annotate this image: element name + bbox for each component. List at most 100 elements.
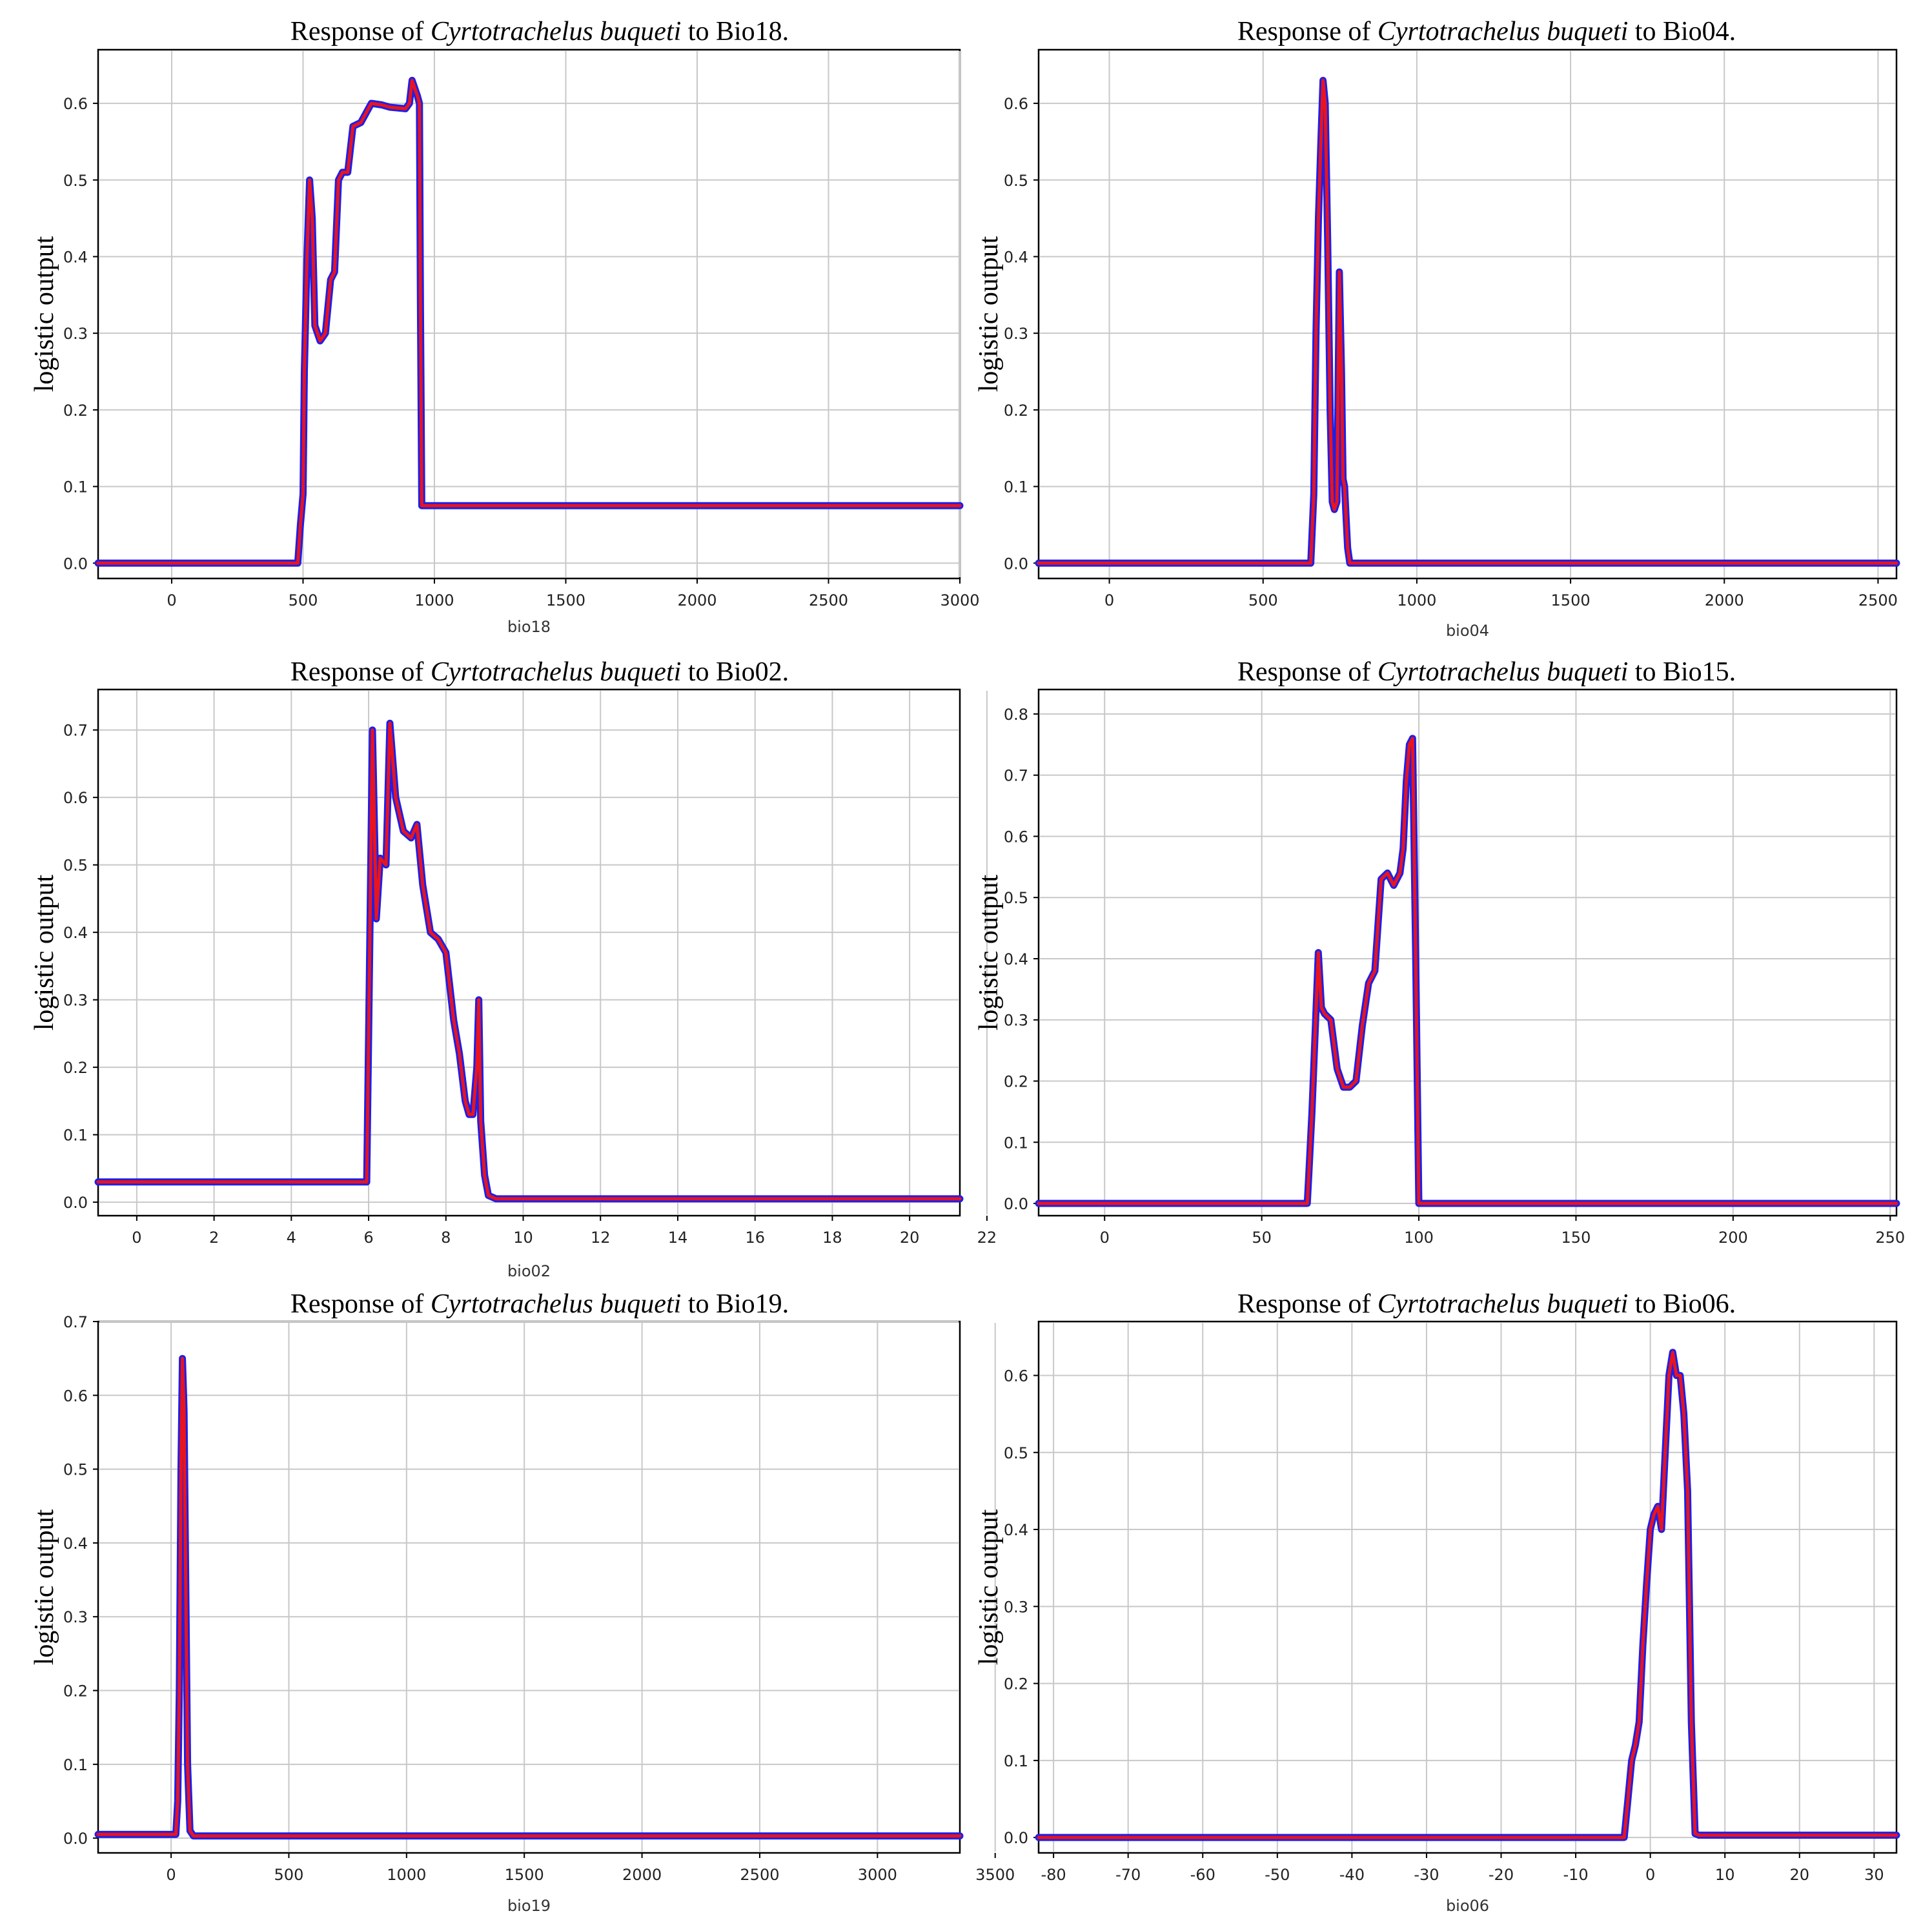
title-suffix: to Bio19. <box>681 1289 789 1319</box>
x-tick-label: 12 <box>591 1229 611 1247</box>
title-prefix: Response of <box>290 17 431 46</box>
y-tick-label: 0.5 <box>63 857 88 875</box>
x-tick-label: 150 <box>1561 1229 1591 1247</box>
y-axis-label: logistic output <box>974 236 1004 392</box>
chart-title: Response of Cyrtotrachelus buqueti to Bi… <box>1237 1289 1736 1319</box>
y-tick-label: 0.2 <box>63 1682 88 1701</box>
title-suffix: to Bio18. <box>681 17 789 46</box>
y-tick-label: 0.0 <box>63 1830 88 1848</box>
y-tick-label: 0.3 <box>63 992 88 1010</box>
title-suffix: to Bio15. <box>1628 657 1736 687</box>
title-suffix: to Bio06. <box>1628 1289 1736 1319</box>
x-tick-label: 10 <box>1715 1866 1735 1884</box>
x-tick-label: 20 <box>900 1229 920 1247</box>
x-tick-label: 10 <box>513 1229 533 1247</box>
chart-panel: 0 500 1000 1500 2000 2500 0.0 0.1 0.2 0.3 0.4 0.5 0.… <box>974 17 1900 640</box>
title-species: Cyrtotrachelus buqueti <box>431 17 681 46</box>
x-tick-label: 0 <box>1645 1866 1655 1884</box>
title-prefix: Response of <box>1237 657 1378 687</box>
plot-area <box>1037 688 1898 1217</box>
x-tick-label: 0 <box>1100 1229 1110 1247</box>
title-species: Cyrtotrachelus buqueti <box>431 657 681 687</box>
chart-title: Response of Cyrtotrachelus buqueti to Bi… <box>1237 17 1736 46</box>
x-tick-label: 18 <box>822 1229 842 1247</box>
x-tick-label: 22 <box>977 1229 997 1247</box>
x-tick-label: 20 <box>1789 1866 1809 1884</box>
y-tick-label: 0.4 <box>63 924 88 942</box>
x-tick-label: 30 <box>1864 1866 1884 1884</box>
chart-panel: 0 500 1000 1500 2000 2500 3000 3500 0.0 0.1 0.2 0.3… <box>30 1289 1015 1915</box>
x-tick-label: 250 <box>1875 1229 1905 1247</box>
title-suffix: to Bio04. <box>1628 17 1736 46</box>
y-tick-label: 0.5 <box>63 172 88 190</box>
y-tick-label: 0.1 <box>63 1127 88 1145</box>
x-tick-label: 2500 <box>809 591 848 609</box>
x-tick-label: 500 <box>289 591 318 609</box>
y-axis-label: logistic output <box>30 236 59 392</box>
chart-panel: 0 50 100 150 200 250 0.0 0.1 0.2 0.3 0.4 0.5 0.6 0.7 0… <box>974 657 1905 1247</box>
y-tick-label: 0.5 <box>1004 889 1028 907</box>
x-tick-label: 0 <box>167 591 176 609</box>
y-tick-label: 0.5 <box>1004 172 1028 190</box>
x-tick-label: 14 <box>668 1229 688 1247</box>
x-axis-label: bio19 <box>507 1897 551 1915</box>
series-mean-line <box>1037 737 1898 1205</box>
y-tick-label: 0.2 <box>1004 1073 1028 1091</box>
title-species: Cyrtotrachelus buqueti <box>1378 17 1628 46</box>
x-tick-label: 2000 <box>677 591 717 609</box>
x-tick-label: 500 <box>1248 591 1278 609</box>
y-tick-label: 0.1 <box>1004 1134 1028 1152</box>
y-tick-label: 0.2 <box>63 1059 88 1077</box>
x-tick-label: 2000 <box>622 1866 662 1884</box>
x-tick-label: 3000 <box>940 591 979 609</box>
y-tick-label: 0.2 <box>63 402 88 420</box>
chart-panel: 0 500 1000 1500 2000 2500 3000 0.0 0.1 0.2 0.3 0.4 0… <box>30 17 980 636</box>
y-tick-label: 0.7 <box>63 722 88 740</box>
x-tick-label: 0 <box>132 1229 141 1247</box>
y-tick-label: 0.7 <box>1004 767 1028 785</box>
x-tick-label: -10 <box>1563 1866 1588 1884</box>
x-tick-label: 1500 <box>505 1866 544 1884</box>
y-tick-label: 0.0 <box>63 555 88 573</box>
x-tick-label: 1000 <box>387 1866 426 1884</box>
plot-area <box>1037 48 1898 580</box>
y-tick-label: 0.6 <box>63 789 88 807</box>
y-tick-label: 0.1 <box>63 478 88 496</box>
y-tick-label: 0.4 <box>1004 950 1028 968</box>
y-tick-label: 0.3 <box>1004 1598 1028 1616</box>
chart-title: Response of Cyrtotrachelus buqueti to Bi… <box>290 1289 789 1319</box>
x-tick-label: 2500 <box>1858 591 1898 609</box>
series-mean-line <box>96 79 962 565</box>
series-mean-line <box>1037 79 1898 565</box>
x-tick-label: 1500 <box>1551 591 1591 609</box>
y-tick-label: 0.0 <box>63 1194 88 1212</box>
x-tick-label: 4 <box>287 1229 296 1247</box>
x-axis-label: bio06 <box>1446 1897 1489 1915</box>
x-tick-label: 3000 <box>858 1866 897 1884</box>
series-mean-line <box>1037 1351 1898 1839</box>
y-tick-label: 0.3 <box>63 1608 88 1626</box>
title-species: Cyrtotrachelus buqueti <box>1378 1289 1628 1319</box>
x-tick-label: -50 <box>1265 1866 1290 1884</box>
x-tick-label: 16 <box>745 1229 765 1247</box>
x-tick-label: 6 <box>363 1229 373 1247</box>
title-prefix: Response of <box>290 1289 431 1319</box>
x-tick-label: 3500 <box>975 1866 1015 1884</box>
chart-title: Response of Cyrtotrachelus buqueti to Bi… <box>290 17 789 46</box>
x-tick-label: 0 <box>166 1866 176 1884</box>
x-tick-label: 1000 <box>414 591 454 609</box>
y-tick-label: 0.2 <box>1004 402 1028 420</box>
x-tick-label: -30 <box>1414 1866 1439 1884</box>
x-tick-label: 1000 <box>1397 591 1436 609</box>
x-axis-label: bio02 <box>507 1262 551 1280</box>
x-tick-label: 2000 <box>1705 591 1744 609</box>
plot-area <box>97 1320 961 1854</box>
y-tick-label: 0.7 <box>63 1313 88 1331</box>
title-species: Cyrtotrachelus buqueti <box>1378 657 1628 687</box>
title-suffix: to Bio02. <box>681 657 789 687</box>
x-tick-label: -20 <box>1489 1866 1514 1884</box>
y-axis-label: logistic output <box>974 874 1004 1030</box>
chart-title: Response of Cyrtotrachelus buqueti to Bi… <box>290 657 789 687</box>
x-tick-label: 500 <box>274 1866 304 1884</box>
